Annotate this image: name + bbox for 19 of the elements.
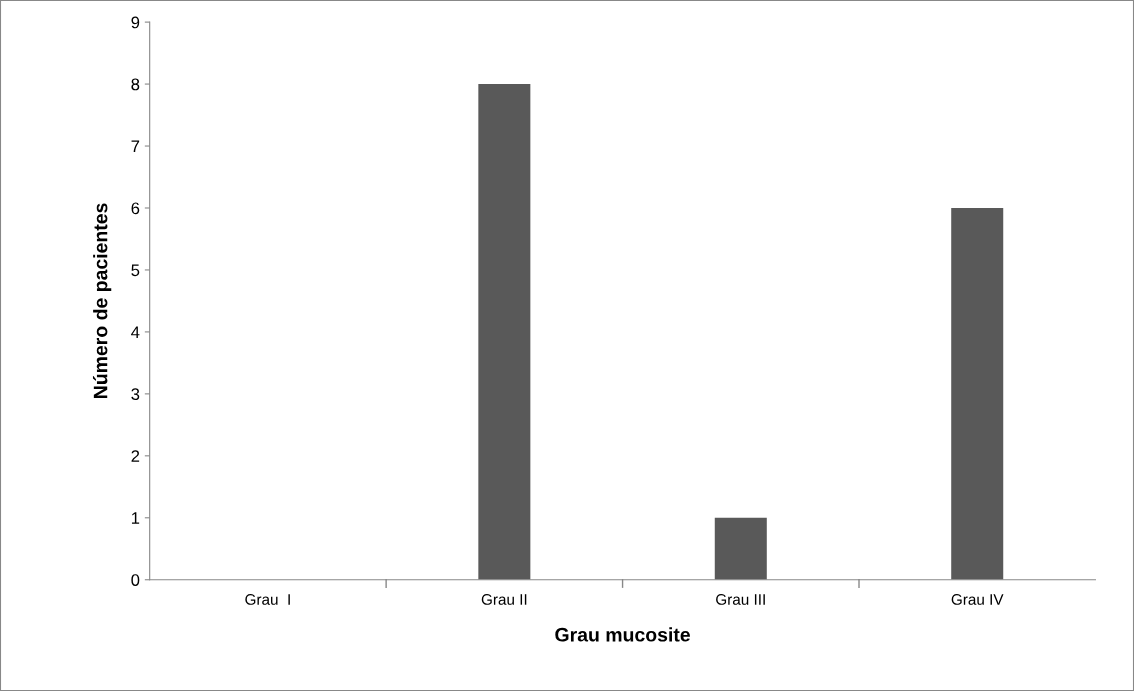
x-tick-label: Grau I xyxy=(245,594,290,605)
y-tick-label: 1 xyxy=(131,512,140,524)
x-tick-label: Grau IV xyxy=(951,594,1004,605)
y-tick-label: 9 xyxy=(131,16,140,29)
y-tick-label: 8 xyxy=(131,78,140,91)
y-tick-label: 0 xyxy=(131,574,140,586)
y-axis-title: Número de pacientes xyxy=(92,203,112,398)
x-tick-label: Grau III xyxy=(716,594,765,605)
y-tick-label: 7 xyxy=(131,140,140,153)
bar xyxy=(714,517,767,580)
bar xyxy=(951,207,1004,580)
x-tick-label: Grau II xyxy=(481,594,527,605)
y-tick-label: 4 xyxy=(131,326,140,338)
y-tick-label: 6 xyxy=(131,202,140,215)
y-tick-label: 2 xyxy=(131,450,140,462)
bar xyxy=(478,84,531,580)
x-axis-title: Grau mucosite xyxy=(555,627,690,642)
y-tick-label: 3 xyxy=(131,388,140,401)
y-tick-label: 5 xyxy=(131,264,140,277)
